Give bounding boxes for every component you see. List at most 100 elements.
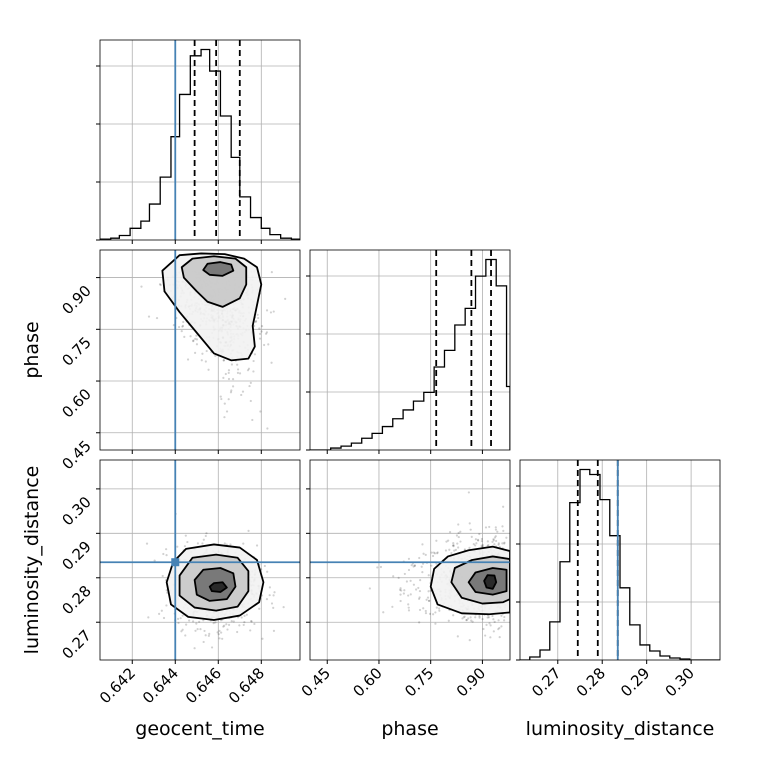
- truth-marker: [171, 558, 180, 567]
- sample-point: [192, 339, 195, 342]
- sample-point: [455, 534, 459, 537]
- panel-frame: [309, 249, 511, 451]
- y-tick-label-luminosity_distance: 0.29: [58, 537, 94, 573]
- sample-point: [493, 536, 496, 539]
- sample-point: [223, 402, 226, 405]
- y-tick-label-luminosity_distance: 0.28: [58, 582, 94, 618]
- sample-point: [232, 620, 235, 623]
- x-tick-label-phase: 0.75: [401, 664, 437, 700]
- sample-point: [245, 613, 248, 616]
- histogram-panel-geocent_time: [100, 40, 300, 240]
- sample-point: [162, 616, 166, 620]
- sample-point: [272, 310, 275, 313]
- sample-point: [470, 619, 473, 622]
- sample-point: [412, 583, 415, 586]
- sample-point: [253, 353, 257, 356]
- contour-line-level-2: [193, 567, 237, 602]
- sample-point: [492, 630, 495, 633]
- sample-point: [495, 539, 498, 543]
- sample-point: [465, 619, 468, 622]
- sample-point: [410, 564, 413, 567]
- sample-point: [189, 335, 192, 338]
- sample-point: [268, 586, 271, 589]
- x-tick-label-phase: 0.90: [453, 664, 489, 700]
- sample-point: [392, 575, 395, 578]
- sample-point: [236, 363, 239, 366]
- sample-point: [273, 591, 276, 594]
- sample-point: [242, 623, 245, 627]
- sample-point: [486, 616, 489, 619]
- sample-point: [457, 523, 460, 526]
- sample-point: [454, 548, 458, 551]
- sample-point: [193, 647, 196, 650]
- y-axis-title-phase: phase: [21, 321, 43, 378]
- sample-point: [242, 542, 245, 545]
- sample-point: [407, 603, 410, 606]
- sample-point: [261, 637, 264, 640]
- sample-point: [500, 625, 503, 628]
- sample-point: [453, 549, 456, 552]
- sample-point: [415, 588, 418, 591]
- sample-point: [192, 340, 195, 343]
- sample-point: [247, 529, 250, 532]
- sample-point: [220, 397, 223, 401]
- sample-point: [481, 543, 484, 547]
- sample-point: [427, 590, 430, 593]
- density-panel-geocent_time-phase: [100, 250, 300, 450]
- contour-line-level-3: [483, 574, 498, 590]
- sample-point: [268, 594, 271, 597]
- contour-line-level-2: [467, 567, 508, 596]
- sample-point: [223, 542, 226, 545]
- sample-point: [503, 619, 506, 622]
- sample-point: [256, 313, 259, 316]
- x-tick-label-luminosity_distance: 0.29: [617, 664, 653, 700]
- sample-point: [255, 544, 259, 547]
- sample-point: [491, 614, 494, 618]
- panel-frame: [519, 459, 721, 661]
- sample-point: [475, 542, 478, 545]
- density-panel-phase-luminosity_distance: [310, 460, 510, 660]
- y-axis-title-luminosity_distance: luminosity_distance: [21, 466, 43, 655]
- sample-point: [418, 556, 421, 560]
- sample-point: [222, 376, 225, 379]
- sample-point: [407, 609, 411, 612]
- sample-point: [248, 384, 251, 388]
- sample-point: [452, 541, 455, 545]
- sample-point: [447, 539, 450, 542]
- sample-point: [221, 637, 224, 640]
- sample-point: [463, 548, 466, 551]
- sample-point: [210, 646, 214, 649]
- contour-line-level-2: [202, 261, 235, 277]
- x-axis-title-luminosity_distance: luminosity_distance: [526, 718, 715, 740]
- sample-point: [468, 522, 471, 525]
- sample-point: [202, 640, 205, 644]
- sample-point: [469, 528, 472, 531]
- sample-point: [399, 599, 402, 603]
- sample-point: [484, 526, 488, 529]
- sample-point: [502, 529, 505, 532]
- x-tick-label-geocent_time: 0.644: [139, 664, 182, 707]
- sample-point: [183, 545, 187, 548]
- sample-point: [222, 359, 225, 362]
- y-tick-label-luminosity_distance: 0.30: [58, 493, 94, 529]
- sample-point: [487, 543, 490, 547]
- sample-point: [231, 385, 235, 388]
- sample-point: [238, 624, 241, 627]
- sample-point: [185, 623, 188, 626]
- sample-point: [249, 629, 252, 632]
- sample-point: [284, 297, 287, 300]
- sample-point: [398, 588, 402, 591]
- sample-point: [177, 325, 181, 329]
- sample-point: [481, 617, 484, 621]
- sample-point: [267, 343, 270, 346]
- sample-point: [229, 391, 233, 394]
- sample-point: [412, 565, 415, 568]
- sample-point: [240, 393, 243, 397]
- sample-point: [503, 541, 506, 544]
- sample-point: [181, 628, 184, 631]
- contour-line-level-1: [178, 553, 250, 612]
- sample-point: [220, 631, 223, 634]
- sample-point: [467, 617, 470, 620]
- sample-point: [407, 594, 410, 597]
- sample-point: [160, 609, 163, 612]
